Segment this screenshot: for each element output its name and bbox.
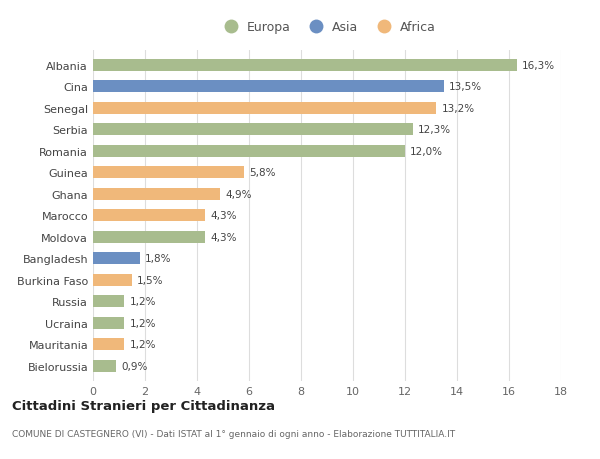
Bar (93, 60, 517, 72)
Bar (93, 253, 140, 264)
Bar (93, 210, 205, 222)
Text: 1,2%: 1,2% (130, 318, 156, 328)
Text: Cittadini Stranieri per Cittadinanza: Cittadini Stranieri per Cittadinanza (12, 399, 275, 412)
Bar (93, 167, 244, 179)
Bar (93, 274, 132, 286)
Bar (93, 81, 444, 93)
Text: 4,3%: 4,3% (210, 211, 236, 221)
Text: 1,8%: 1,8% (145, 254, 172, 263)
Bar (93, 188, 220, 200)
Text: COMUNE DI CASTEGNERO (VI) - Dati ISTAT al 1° gennaio di ogni anno - Elaborazione: COMUNE DI CASTEGNERO (VI) - Dati ISTAT a… (12, 429, 455, 438)
Bar (93, 360, 116, 372)
Bar (93, 231, 205, 243)
Text: 13,2%: 13,2% (442, 103, 475, 113)
Text: 12,3%: 12,3% (418, 125, 451, 135)
Text: 13,5%: 13,5% (449, 82, 482, 92)
Bar (93, 317, 124, 329)
Text: 5,8%: 5,8% (249, 168, 275, 178)
Text: 1,2%: 1,2% (130, 340, 156, 349)
Bar (93, 339, 124, 350)
Text: 4,3%: 4,3% (210, 232, 236, 242)
Text: 12,0%: 12,0% (410, 146, 443, 157)
Bar (93, 124, 413, 136)
Text: 1,2%: 1,2% (130, 297, 156, 307)
Bar (93, 296, 124, 308)
Text: 1,5%: 1,5% (137, 275, 164, 285)
Text: 0,9%: 0,9% (122, 361, 148, 371)
Legend: Europa, Asia, Africa: Europa, Asia, Africa (215, 17, 439, 38)
Bar (93, 102, 436, 114)
Text: 4,9%: 4,9% (226, 189, 252, 199)
Bar (93, 146, 405, 157)
Text: 16,3%: 16,3% (522, 61, 555, 71)
